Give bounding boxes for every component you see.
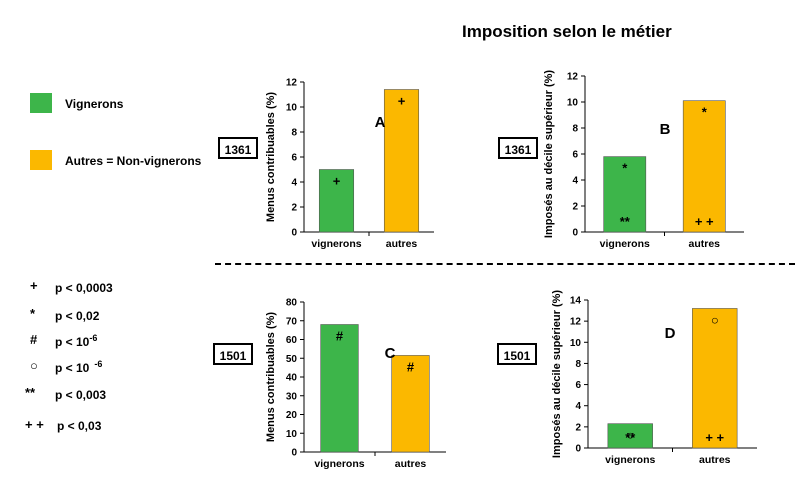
y-tick-label: 20 (286, 410, 298, 421)
y-tick-label: 0 (572, 228, 578, 239)
significance-mark: # (407, 359, 415, 374)
y-tick-label: 8 (572, 124, 578, 135)
y-tick-label: 10 (570, 338, 582, 349)
y-tick-label: 12 (286, 78, 298, 89)
significance-mark: * (702, 105, 708, 120)
y-tick-label: 10 (567, 98, 579, 109)
y-tick-label: 2 (572, 202, 578, 213)
y-tick-label: 6 (572, 150, 578, 161)
y-axis-label: Imposés au décile supérieur (%) (551, 290, 563, 458)
significance-mark: # (336, 329, 344, 344)
x-tick-label: vignerons (311, 238, 361, 250)
significance-mark: ○ (626, 428, 634, 443)
y-axis-label: Menus contribuables (%) (265, 312, 277, 443)
y-tick-label: 12 (567, 72, 579, 83)
x-tick-label: vignerons (600, 238, 650, 250)
chart-b: 0 2 4 6 8 10 12 Imposés au décile supérieur (%)… (543, 70, 744, 250)
x-tick-label: vignerons (314, 458, 364, 470)
x-tick-label: autres (688, 238, 720, 250)
sig-symbol-0: + (30, 278, 38, 293)
significance-mark: + (333, 174, 341, 189)
y-tick-label: 4 (575, 401, 581, 412)
y-tick-label: 2 (575, 422, 581, 433)
bar-autres (692, 308, 738, 449)
y-tick-label: 8 (575, 359, 581, 370)
y-tick-label: 50 (286, 354, 298, 365)
panel-letter: A (375, 114, 386, 131)
x-tick-label: autres (386, 238, 418, 250)
chart-c: 0 10 20 30 40 50 60 70 80 Menus contribuables (%)… (265, 298, 446, 470)
x-tick-label: vignerons (605, 454, 655, 466)
significance-mark: * (622, 161, 628, 176)
y-tick-label: 10 (286, 103, 298, 114)
legend-label-autres: Autres = Non-vignerons (65, 154, 202, 168)
y-tick-label: 60 (286, 335, 298, 346)
significance-mark: ** (625, 430, 636, 445)
y-axis-label: Imposés au décile supérieur (%) (543, 70, 555, 238)
y-tick-label: 10 (286, 429, 298, 440)
significance-mark: ** (620, 214, 631, 229)
y-tick-label: 4 (572, 176, 578, 187)
sig-symbol-2: # (30, 332, 38, 347)
y-axis-label: Menus contribuables (%) (265, 92, 277, 223)
legend-label-vignerons: Vignerons (65, 97, 124, 111)
sig-text-2: p < 10-6 (55, 333, 98, 349)
y-tick-label: 0 (575, 444, 581, 455)
sig-text-4: p < 0,003 (55, 388, 107, 402)
y-tick-label: 30 (286, 391, 298, 402)
bar-vignerons (607, 423, 653, 449)
significance-mark: + (398, 94, 406, 109)
bar-vignerons (603, 156, 647, 233)
y-tick-label: 80 (286, 298, 298, 309)
chart-d: 0 2 4 6 8 10 12 14 Imposés au décile supérieur (… (551, 290, 757, 466)
year-box-bottom-right: 1501 (497, 343, 537, 365)
significance-mark: + + (705, 430, 724, 445)
y-tick-label: 4 (291, 178, 297, 189)
legend-swatch-autres (30, 150, 52, 170)
sig-text-3: p < 10 -6 (55, 359, 103, 375)
sig-symbol-1: * (30, 306, 36, 321)
legend-swatch-vignerons (30, 93, 52, 113)
sig-symbol-4: ** (25, 385, 36, 400)
sig-text-0: p < 0,0003 (55, 281, 113, 295)
y-tick-label: 40 (286, 373, 298, 384)
panel-letter: C (385, 345, 396, 362)
y-tick-label: 70 (286, 316, 298, 327)
x-tick-label: autres (699, 454, 731, 466)
sig-symbol-5: + + (25, 417, 44, 432)
y-tick-label: 0 (291, 228, 297, 239)
x-tick-label: autres (395, 458, 427, 470)
significance-mark: + + (695, 214, 714, 229)
sig-symbol-3: ○ (30, 358, 38, 373)
bar-autres (682, 100, 726, 233)
significance-mark: ○ (711, 312, 719, 327)
year-box-bottom-left: 1501 (213, 343, 253, 365)
y-tick-label: 6 (575, 380, 581, 391)
panel-letter: B (660, 121, 671, 138)
bar-autres (391, 355, 430, 453)
section-divider (215, 263, 795, 265)
bar-vignerons (318, 169, 355, 233)
y-tick-label: 2 (291, 203, 297, 214)
y-tick-label: 14 (570, 296, 582, 307)
bar-autres (383, 89, 420, 233)
year-box-top-left: 1361 (218, 137, 258, 159)
sig-text-5: p < 0,03 (57, 419, 102, 433)
panel-letter: D (665, 325, 676, 342)
chart-a: 0 2 4 6 8 10 12 Menus contribuables (%) vigneron… (265, 78, 434, 250)
y-tick-label: 8 (291, 128, 297, 139)
sig-text-1: p < 0,02 (55, 309, 100, 323)
y-tick-label: 12 (570, 317, 582, 328)
year-box-top-right: 1361 (498, 137, 538, 159)
bar-vignerons (320, 324, 359, 453)
y-tick-label: 6 (291, 153, 297, 164)
y-tick-label: 0 (291, 448, 297, 459)
page-title: Imposition selon le métier (462, 22, 672, 41)
